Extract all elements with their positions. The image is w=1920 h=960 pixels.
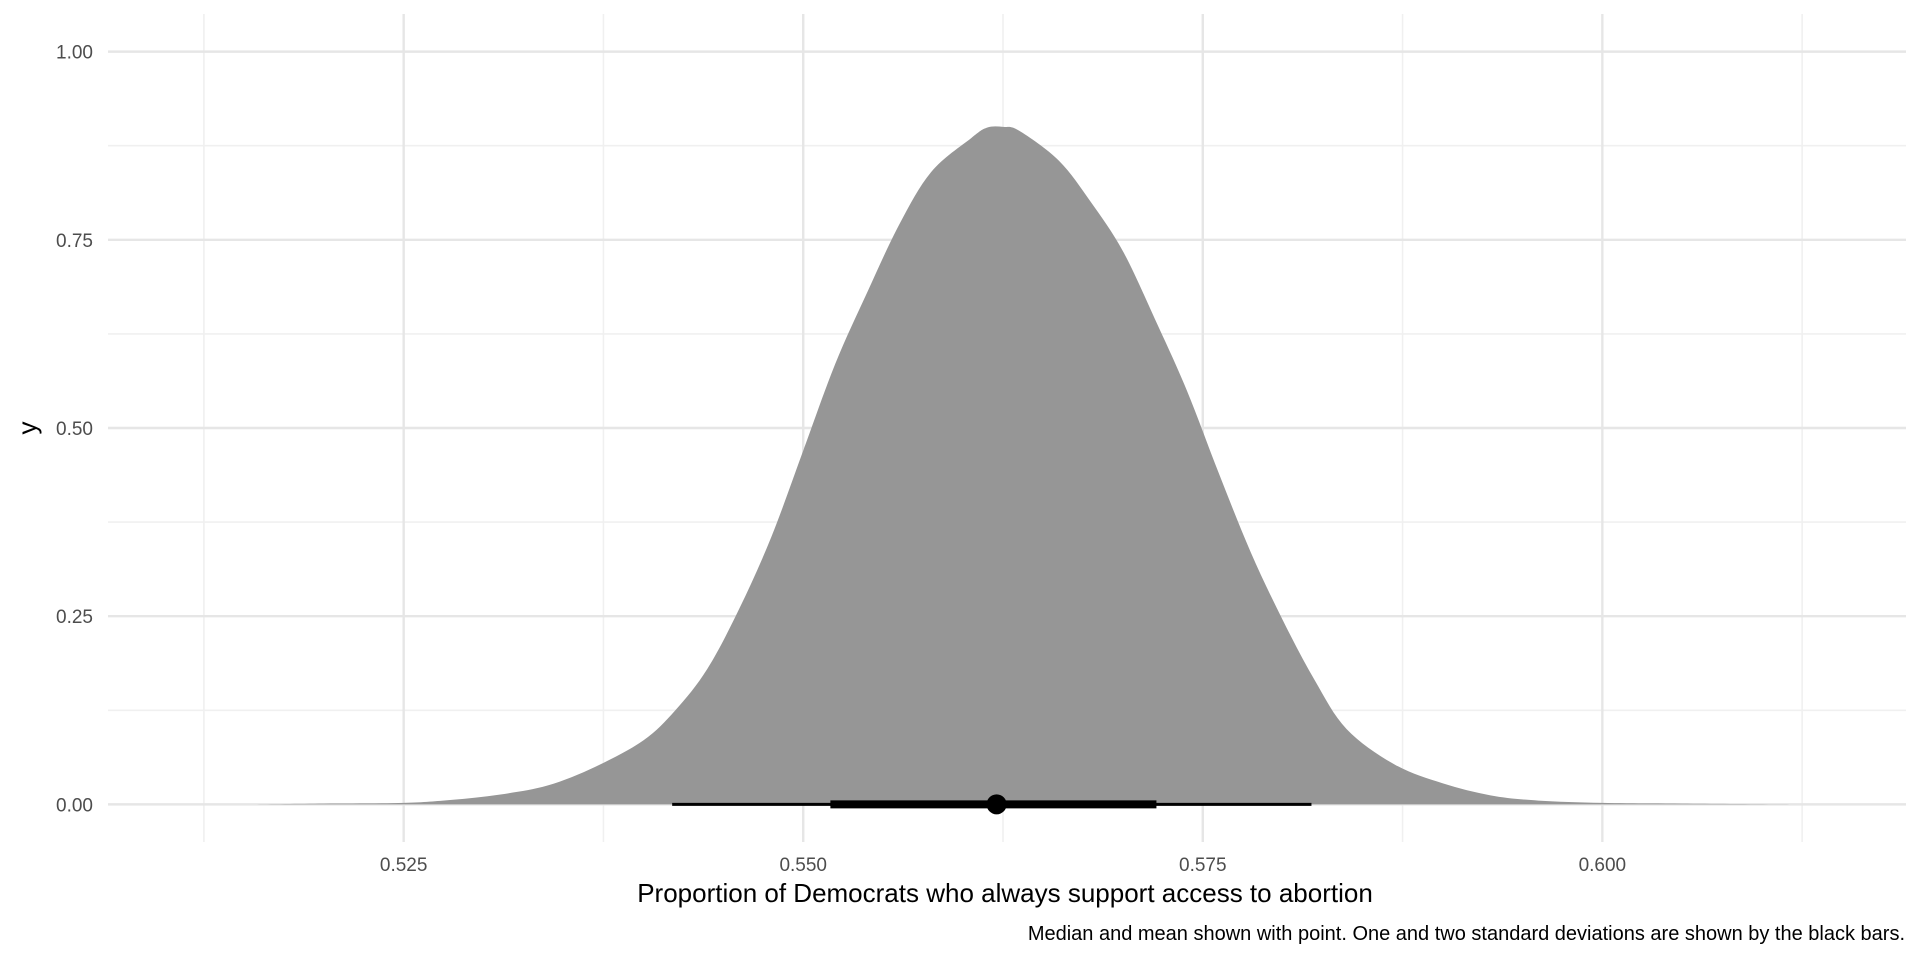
density-area	[251, 126, 1795, 805]
y-tick-label: 0.00	[56, 795, 93, 816]
x-tick-label: 0.600	[1579, 855, 1627, 876]
x-tick-label: 0.525	[380, 855, 428, 876]
plot-area	[251, 126, 1795, 815]
y-axis-title: y	[12, 422, 42, 435]
chart-caption: Median and mean shown with point. One an…	[1028, 923, 1905, 945]
median-mean-point	[986, 794, 1007, 815]
x-tick-label: 0.575	[1179, 855, 1227, 876]
x-tick-label: 0.550	[779, 855, 827, 876]
x-axis-title: Proportion of Democrats who always suppo…	[637, 878, 1373, 908]
y-tick-label: 0.25	[56, 607, 93, 628]
y-tick-label: 0.75	[56, 231, 93, 252]
y-tick-label: 0.50	[56, 419, 93, 440]
y-tick-label: 1.00	[56, 43, 93, 64]
axes: 0.525 0.550 0.575 0.600 0.00 0.25 0.50 0.75 1.00	[56, 43, 1626, 876]
